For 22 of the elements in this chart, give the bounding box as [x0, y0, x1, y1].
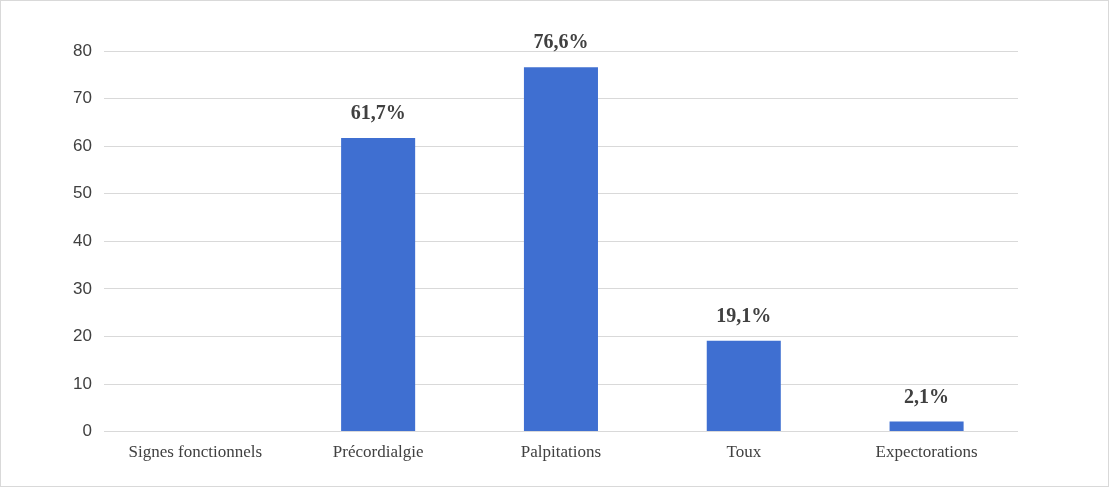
y-tick-label: 30	[72, 278, 92, 298]
y-tick-label: 50	[72, 183, 92, 203]
x-tick-label: Toux	[726, 442, 762, 462]
y-tick-label: 20	[72, 326, 92, 346]
bar	[341, 138, 416, 432]
x-tick-label: Signes fonctionnels	[128, 442, 263, 462]
bar	[889, 421, 964, 432]
x-tick-label: Expectorations	[875, 442, 978, 462]
y-tick-label: 70	[72, 88, 92, 108]
y-tick-label: 60	[72, 135, 92, 155]
bar	[523, 67, 598, 432]
data-label: 19,1%	[716, 303, 772, 326]
x-tick-label: Précordialgie	[332, 442, 424, 462]
y-tick-label: 40	[72, 230, 92, 250]
data-label: 76,6%	[533, 30, 589, 53]
x-tick-label: Palpitations	[520, 442, 602, 462]
y-tick-label: 0	[82, 421, 92, 441]
data-label: 2,1%	[904, 384, 950, 407]
bar	[706, 340, 781, 432]
data-label: 61,7%	[350, 101, 406, 124]
y-tick-label: 80	[72, 40, 92, 60]
y-tick-label: 10	[72, 373, 92, 393]
